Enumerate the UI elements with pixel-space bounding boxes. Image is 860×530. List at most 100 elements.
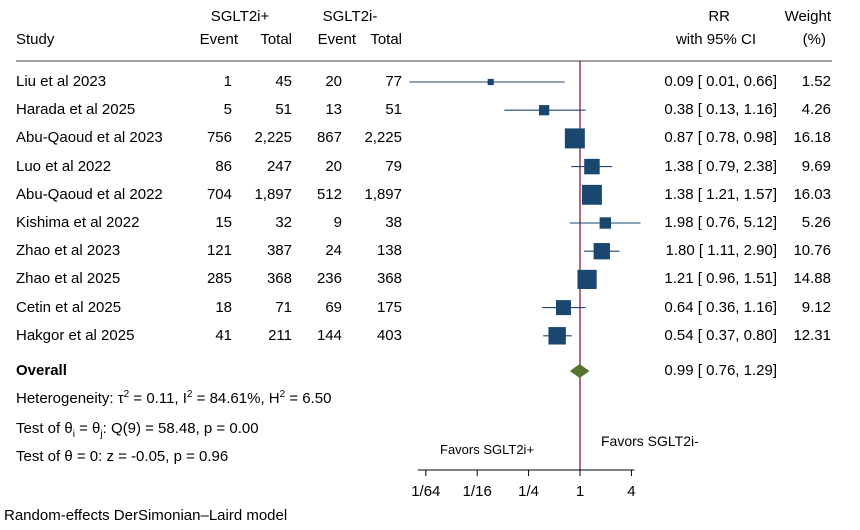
rr-ci-cell: 1.98 [ 0.76, 5.12]	[664, 214, 777, 231]
total1-cell: 387	[266, 242, 292, 260]
total-header-2: Total	[370, 31, 402, 48]
weight-cell: 1.52	[801, 73, 831, 90]
favors-right-label: Favors SGLT2i-	[601, 433, 699, 449]
rr-ci-cell: 0.54 [ 0.37, 0.80]	[664, 326, 777, 344]
footnote: Random-effects DerSimonian–Laird model	[4, 507, 288, 524]
x-tick-label: 1	[576, 483, 584, 500]
study-marker	[538, 105, 550, 116]
study-marker	[555, 300, 571, 316]
total2-cell: 138	[376, 242, 402, 260]
total1-cell: 32	[275, 214, 292, 231]
total2-cell: 51	[385, 101, 402, 119]
total1-cell: 71	[275, 298, 292, 316]
total1-cell: 1,897	[254, 185, 292, 203]
test-overall-text: Test of θ = 0: z = -0.05, p = 0.96	[16, 448, 229, 465]
event2-cell: 867	[316, 129, 342, 147]
event1-cell: 756	[206, 129, 232, 147]
event1-cell: 18	[215, 298, 232, 316]
study-name: Abu-Qaoud et al 2022	[16, 185, 163, 203]
x-tick-label: 1/64	[411, 483, 440, 500]
total1-cell: 2,225	[254, 129, 292, 147]
weight-cell: 4.26	[801, 101, 831, 119]
test-homogeneity-text: Test of θi = θj: Q(9) = 58.48, p = 0.00	[16, 420, 259, 440]
weight-header-line1: Weight	[784, 8, 831, 25]
group2-header: SGLT2i-	[322, 8, 378, 25]
study-name: Harada et al 2025	[16, 101, 136, 119]
total-header-1: Total	[260, 31, 292, 48]
total2-cell: 38	[385, 214, 402, 231]
weight-header-line2: (%)	[802, 31, 826, 48]
study-name: Cetin et al 2025	[16, 298, 122, 316]
event1-cell: 5	[223, 101, 232, 119]
event1-cell: 285	[206, 270, 232, 288]
total1-cell: 45	[275, 73, 292, 90]
event2-cell: 20	[325, 157, 342, 175]
rr-ci-cell: 0.64 [ 0.36, 1.16]	[664, 298, 777, 316]
study-marker	[548, 327, 566, 345]
study-marker	[564, 128, 585, 149]
total2-cell: 403	[376, 326, 402, 344]
study-name: Liu et al 2023	[16, 73, 107, 90]
x-tick-label: 1/4	[518, 483, 539, 500]
weight-cell: 10.76	[793, 242, 831, 260]
event2-cell: 24	[325, 242, 342, 260]
weight-cell: 5.26	[801, 214, 831, 231]
total2-cell: 2,225	[364, 129, 402, 147]
weight-cell: 16.18	[793, 129, 831, 147]
overall-label: Overall	[16, 362, 67, 379]
event2-cell: 144	[316, 326, 342, 344]
study-marker	[593, 243, 610, 260]
total2-cell: 1,897	[364, 185, 402, 203]
total2-cell: 79	[385, 157, 402, 175]
total2-cell: 175	[376, 298, 402, 316]
weight-cell: 9.69	[801, 157, 831, 175]
event-header-2: Event	[317, 31, 356, 48]
total1-cell: 51	[275, 101, 292, 119]
total2-cell: 77	[385, 73, 402, 90]
rr-ci-cell: 1.80 [ 1.11, 2.90]	[665, 242, 777, 260]
heterogeneity-text: Heterogeneity: τ2 = 0.11, I2 = 84.61%, H…	[16, 389, 332, 408]
weight-cell: 16.03	[793, 185, 831, 203]
study-header: Study	[16, 31, 55, 48]
study-name: Zhao et al 2023	[16, 242, 121, 260]
study-name: Kishima et al 2022	[16, 214, 140, 231]
rr-header-line2: with 95% CI	[675, 31, 756, 48]
event-header-1: Event	[199, 31, 238, 48]
study-marker	[577, 269, 597, 289]
rr-ci-cell: 1.21 [ 0.96, 1.51]	[664, 270, 777, 288]
event1-cell: 1	[223, 73, 232, 90]
rr-ci-cell: 1.38 [ 0.79, 2.38]	[664, 157, 777, 175]
rr-ci-cell: 0.38 [ 0.13, 1.16]	[664, 101, 777, 119]
rr-ci-cell: 0.09 [ 0.01, 0.66]	[664, 73, 777, 90]
x-tick-label: 4	[627, 483, 635, 500]
study-marker	[584, 158, 600, 175]
rr-ci-cell: 0.87 [ 0.78, 0.98]	[664, 129, 777, 147]
rr-ci-cell: 1.38 [ 1.21, 1.57]	[664, 185, 777, 203]
event1-cell: 704	[206, 185, 232, 203]
event1-cell: 86	[215, 157, 232, 175]
study-name: Hakgor et al 2025	[16, 326, 135, 344]
total1-cell: 368	[266, 270, 292, 288]
total2-cell: 368	[376, 270, 402, 288]
weight-cell: 9.12	[801, 298, 831, 316]
weight-cell: 12.31	[793, 326, 831, 344]
x-tick-label: 1/16	[463, 483, 492, 500]
overall-diamond	[569, 364, 590, 378]
overall-ci-text: 0.99 [ 0.76, 1.29]	[664, 362, 777, 379]
study-name: Luo et al 2022	[16, 157, 112, 175]
study-marker	[487, 78, 494, 86]
event1-cell: 15	[215, 214, 232, 231]
event2-cell: 9	[333, 214, 342, 231]
event2-cell: 512	[316, 185, 342, 203]
weight-cell: 14.88	[793, 270, 831, 288]
study-name: Abu-Qaoud et al 2023	[16, 129, 163, 147]
study-marker	[599, 217, 612, 229]
event1-cell: 121	[206, 242, 232, 260]
rr-header-line1: RR	[708, 8, 730, 25]
total1-cell: 211	[268, 326, 292, 344]
event2-cell: 20	[325, 73, 342, 90]
total1-cell: 247	[266, 157, 292, 175]
event2-cell: 13	[325, 101, 342, 119]
study-marker	[581, 184, 602, 205]
